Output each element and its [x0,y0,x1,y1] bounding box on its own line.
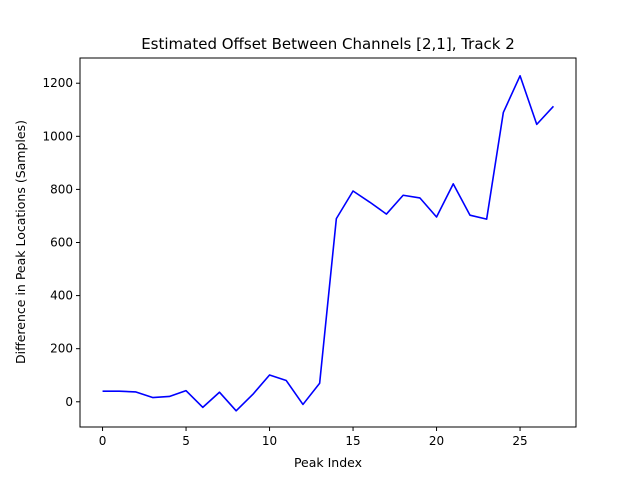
series-line-0 [102,74,555,412]
y-tick-label: 0 [65,395,73,409]
y-tick-label: 1200 [42,76,73,90]
y-tick-label: 400 [50,289,73,303]
y-tick-label: 600 [50,236,73,250]
plot-frame [79,57,577,428]
x-tick-label: 10 [262,434,277,448]
x-tick-label: 0 [99,434,107,448]
plot-area [102,74,555,412]
x-tick-label: 25 [512,434,527,448]
x-tick-label: 15 [345,434,360,448]
y-tick-label: 800 [50,182,73,196]
y-axis: 0 200 400 600 800 1000 1200 [42,76,80,409]
x-tick-label: 20 [429,434,444,448]
y-tick-label: 1000 [42,129,73,143]
chart-title: Estimated Offset Between Channels [2,1],… [141,35,515,53]
x-axis-title: Peak Index [294,455,362,470]
x-tick-label: 5 [182,434,190,448]
y-axis-title: Difference in Peak Locations (Samples) [13,120,28,364]
y-tick-label: 200 [50,342,73,356]
x-axis: 0 5 10 15 20 25 [99,427,528,448]
